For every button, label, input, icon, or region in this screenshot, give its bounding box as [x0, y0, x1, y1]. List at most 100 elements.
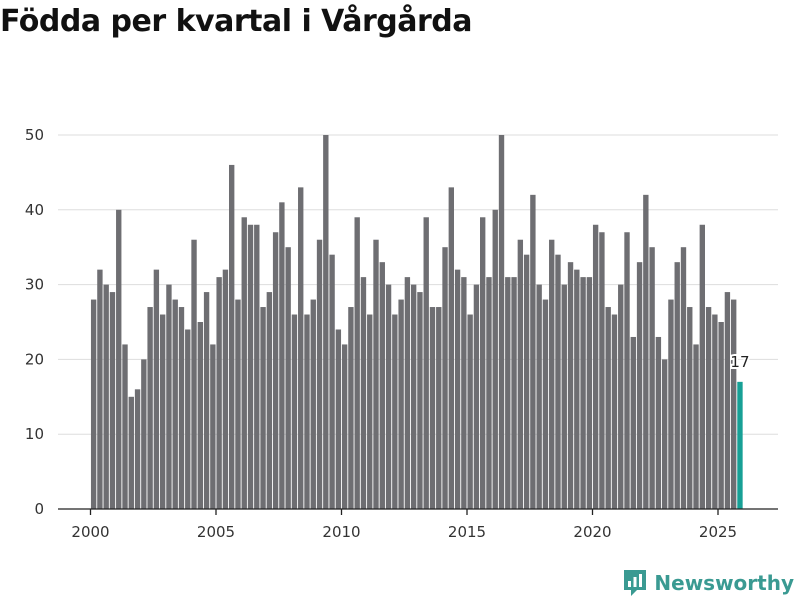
- bar: [122, 344, 128, 509]
- bar: [417, 292, 423, 509]
- bar: [687, 307, 693, 509]
- axes: 0 10 20 30 40 50 2000 2005 2010 2015 2020 2025: [25, 126, 778, 541]
- bar: [436, 307, 442, 509]
- bar: [423, 217, 429, 509]
- bar: [354, 217, 360, 509]
- bar: [128, 396, 134, 509]
- bar: [279, 202, 285, 509]
- x-tick-label: 2005: [197, 523, 235, 541]
- bar: [141, 359, 147, 509]
- bar: [718, 322, 724, 509]
- bar: [285, 247, 291, 509]
- bar: [241, 217, 247, 509]
- bar: [191, 239, 197, 509]
- bar: [630, 336, 636, 509]
- bar: [185, 329, 191, 509]
- bar: [448, 187, 454, 510]
- bar: [693, 344, 699, 509]
- bar: [442, 247, 448, 509]
- bar: [291, 314, 298, 509]
- bar: [549, 239, 555, 509]
- bar: [517, 239, 524, 509]
- bar: [724, 292, 731, 509]
- y-tick-label: 20: [25, 350, 44, 368]
- bar-latest: [737, 381, 743, 509]
- y-tick-label: 0: [34, 500, 44, 518]
- bar: [172, 299, 178, 509]
- bar: [404, 277, 411, 509]
- bar: [134, 389, 141, 509]
- bar: [203, 292, 210, 509]
- bar: [699, 224, 705, 509]
- bar: [574, 269, 580, 509]
- bar: [398, 299, 404, 509]
- bar: [680, 247, 687, 509]
- bar: [486, 277, 492, 509]
- chart-title: Födda per kvartal i Vårgårda: [0, 4, 473, 39]
- bar: [335, 329, 342, 509]
- y-tick-label: 30: [25, 276, 44, 294]
- bar: [254, 224, 260, 509]
- bar: [674, 262, 680, 509]
- bar: [260, 307, 266, 509]
- data-labels: 17: [728, 351, 751, 373]
- bar: [492, 209, 498, 510]
- bars: [90, 135, 743, 510]
- latest-value-label: 17: [730, 353, 749, 371]
- bar: [542, 299, 549, 509]
- bar: [367, 314, 373, 509]
- bar: [605, 307, 611, 509]
- bar: [266, 292, 273, 509]
- bar: [567, 262, 574, 509]
- bar: [373, 239, 379, 509]
- y-tick-label: 40: [25, 201, 44, 219]
- bar: [216, 277, 222, 509]
- bar: [649, 247, 655, 509]
- bar: [310, 299, 316, 509]
- bar: [561, 284, 567, 509]
- bar: [536, 284, 542, 509]
- bar: [611, 314, 618, 509]
- bar: [655, 336, 662, 509]
- bar: [222, 269, 229, 509]
- brand-name: Newsworthy: [654, 571, 794, 595]
- bar: [304, 314, 310, 509]
- bar: [316, 239, 323, 509]
- bar: [178, 307, 185, 509]
- bar: [661, 359, 668, 509]
- bar: [530, 194, 536, 509]
- bar: [159, 314, 166, 509]
- bar: [103, 284, 109, 509]
- bar: [498, 135, 505, 509]
- bar: [229, 164, 235, 510]
- bar: [505, 277, 511, 509]
- bar: [705, 307, 712, 509]
- bar: [235, 299, 241, 509]
- y-tick-label: 10: [25, 425, 44, 443]
- bar: [643, 194, 649, 509]
- bar: [392, 314, 398, 509]
- bar: [210, 344, 216, 509]
- bar: [429, 307, 436, 509]
- x-tick-label: 2010: [322, 523, 360, 541]
- bar: [97, 269, 103, 509]
- bar: [467, 314, 473, 509]
- x-tick-label: 2020: [573, 523, 611, 541]
- bar: [624, 232, 630, 510]
- bar: [473, 284, 480, 509]
- brand-logo: Newsworthy: [622, 568, 794, 598]
- bar: [90, 299, 97, 509]
- bar: [555, 254, 561, 509]
- y-tick-label: 50: [25, 126, 44, 144]
- bar: [116, 209, 122, 510]
- bar: [523, 254, 530, 509]
- bar: [636, 262, 643, 509]
- bar: [323, 135, 329, 509]
- newsworthy-logo-icon: [624, 570, 647, 596]
- bar: [197, 322, 203, 509]
- bar: [247, 224, 254, 509]
- bar: [379, 262, 385, 509]
- bar: [329, 254, 335, 509]
- bar: [592, 224, 599, 509]
- x-tick-label: 2025: [699, 523, 737, 541]
